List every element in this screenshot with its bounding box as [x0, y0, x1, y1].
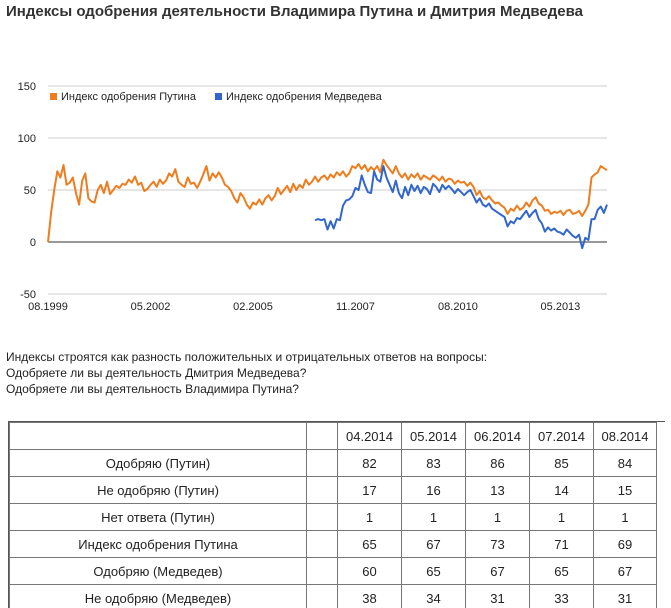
- row-label: Одобряю (Путин): [10, 450, 307, 477]
- table-cell: 13: [466, 477, 530, 504]
- row-label: Не одобряю (Путин): [10, 477, 307, 504]
- table-cell: 31: [594, 585, 657, 608]
- chart-legend: Индекс одобрения Путина Индекс одобрения …: [50, 91, 383, 103]
- table-cell: 34: [402, 585, 466, 608]
- series-line-2: [315, 166, 607, 248]
- table-cell: 71: [530, 531, 594, 558]
- table-row: Нет ответа (Путин) 1 1 1 1 1 1: [10, 504, 657, 531]
- x-tick-label: 05.2013: [541, 301, 581, 310]
- header-month: 014: [307, 423, 338, 450]
- legend-swatch: [215, 93, 222, 100]
- table-cell: 67: [466, 558, 530, 585]
- table-cell: 1: [594, 504, 657, 531]
- table-cell: 1: [530, 504, 594, 531]
- table-cell: 67: [594, 558, 657, 585]
- table-cell: 1: [307, 504, 338, 531]
- table-cell: 5: [307, 585, 338, 608]
- table-cell: 16: [402, 477, 466, 504]
- header-month: 06.2014: [466, 423, 530, 450]
- x-tick-label: 11.2007: [336, 301, 375, 310]
- table-row: Не одобряю (Медведев) 5 38 34 31 33 31: [10, 585, 657, 608]
- method-description: Индексы строятся как разность положитель…: [6, 349, 656, 397]
- table-cell: 1: [402, 504, 466, 531]
- row-label: Одобряю (Медведев): [10, 558, 307, 585]
- page-title: Индексы одобрения деятельности Владимира…: [6, 3, 583, 20]
- table-cell: 31: [466, 585, 530, 608]
- row-label: Индекс одобрения Путина: [10, 531, 307, 558]
- x-tick-label: 08.1999: [28, 301, 68, 310]
- table-cell: 2: [307, 531, 338, 558]
- description-question-medvedev: Одобряете ли вы деятельность Дмитрия Мед…: [6, 365, 656, 381]
- header-month: 05.2014: [402, 423, 466, 450]
- survey-table-viewport[interactable]: 014 04.2014 05.2014 06.2014 07.2014 08.2…: [8, 421, 665, 608]
- table-cell: 14: [530, 477, 594, 504]
- row-label: Нет ответа (Путин): [10, 504, 307, 531]
- table-cell: 73: [466, 531, 530, 558]
- table-cell: 8: [307, 477, 338, 504]
- survey-table: 014 04.2014 05.2014 06.2014 07.2014 08.2…: [9, 422, 657, 608]
- table-cell: 60: [338, 558, 402, 585]
- y-tick-label: -50: [20, 289, 36, 301]
- approval-chart: 150 100 50 0 -50 08.1999 05.2002 02.2005 11.200…: [0, 70, 671, 310]
- table-cell: 69: [594, 531, 657, 558]
- x-axis-ticks: 08.1999 05.2002 02.2005 11.2007 08.2010 05.20…: [28, 301, 580, 310]
- x-tick-label: 05.2002: [131, 301, 171, 310]
- x-tick-label: 02.2005: [233, 301, 273, 310]
- header-month: 08.2014: [594, 423, 657, 450]
- table-header-row: 014 04.2014 05.2014 06.2014 07.2014 08.2…: [10, 423, 657, 450]
- table-cell: 17: [338, 477, 402, 504]
- table-cell: 84: [594, 450, 657, 477]
- table-cell: 33: [530, 585, 594, 608]
- y-tick-label: 100: [18, 133, 36, 145]
- table-cell: 83: [402, 450, 466, 477]
- row-label: Не одобряю (Медведев): [10, 585, 307, 608]
- table-cell: 85: [530, 450, 594, 477]
- header-empty-cell: [10, 423, 307, 450]
- description-line: Индексы строятся как разность положитель…: [6, 349, 656, 365]
- table-cell: 0: [307, 450, 338, 477]
- table-row: Одобряю (Медведев) 2 60 65 67 65 67: [10, 558, 657, 585]
- legend-swatch: [50, 93, 57, 100]
- description-question-putin: Одобряете ли вы деятельность Владимира П…: [6, 381, 656, 397]
- table-cell: 1: [466, 504, 530, 531]
- legend-label: Индекс одобрения Медведева: [226, 91, 383, 103]
- table-cell: 65: [338, 531, 402, 558]
- table-cell: 1: [338, 504, 402, 531]
- chart-grid: [48, 86, 607, 294]
- table-cell: 38: [338, 585, 402, 608]
- legend-label: Индекс одобрения Путина: [61, 91, 197, 103]
- y-tick-label: 0: [30, 237, 36, 249]
- y-tick-label: 50: [24, 185, 36, 197]
- table-cell: 15: [594, 477, 657, 504]
- y-axis-ticks: 150 100 50 0 -50: [18, 81, 36, 301]
- table-row: Не одобряю (Путин) 8 17 16 13 14 15: [10, 477, 657, 504]
- table-cell: 82: [338, 450, 402, 477]
- y-tick-label: 150: [18, 81, 36, 93]
- header-month: 07.2014: [530, 423, 594, 450]
- table-cell: 86: [466, 450, 530, 477]
- chart-lines: [48, 160, 607, 248]
- table-row: Индекс одобрения Путина 2 65 67 73 71 69: [10, 531, 657, 558]
- header-month: 04.2014: [338, 423, 402, 450]
- x-tick-label: 08.2010: [438, 301, 478, 310]
- table-cell: 65: [402, 558, 466, 585]
- table-row: Одобряю (Путин) 0 82 83 86 85 84: [10, 450, 657, 477]
- table-cell: 2: [307, 558, 338, 585]
- table-cell: 67: [402, 531, 466, 558]
- table-cell: 65: [530, 558, 594, 585]
